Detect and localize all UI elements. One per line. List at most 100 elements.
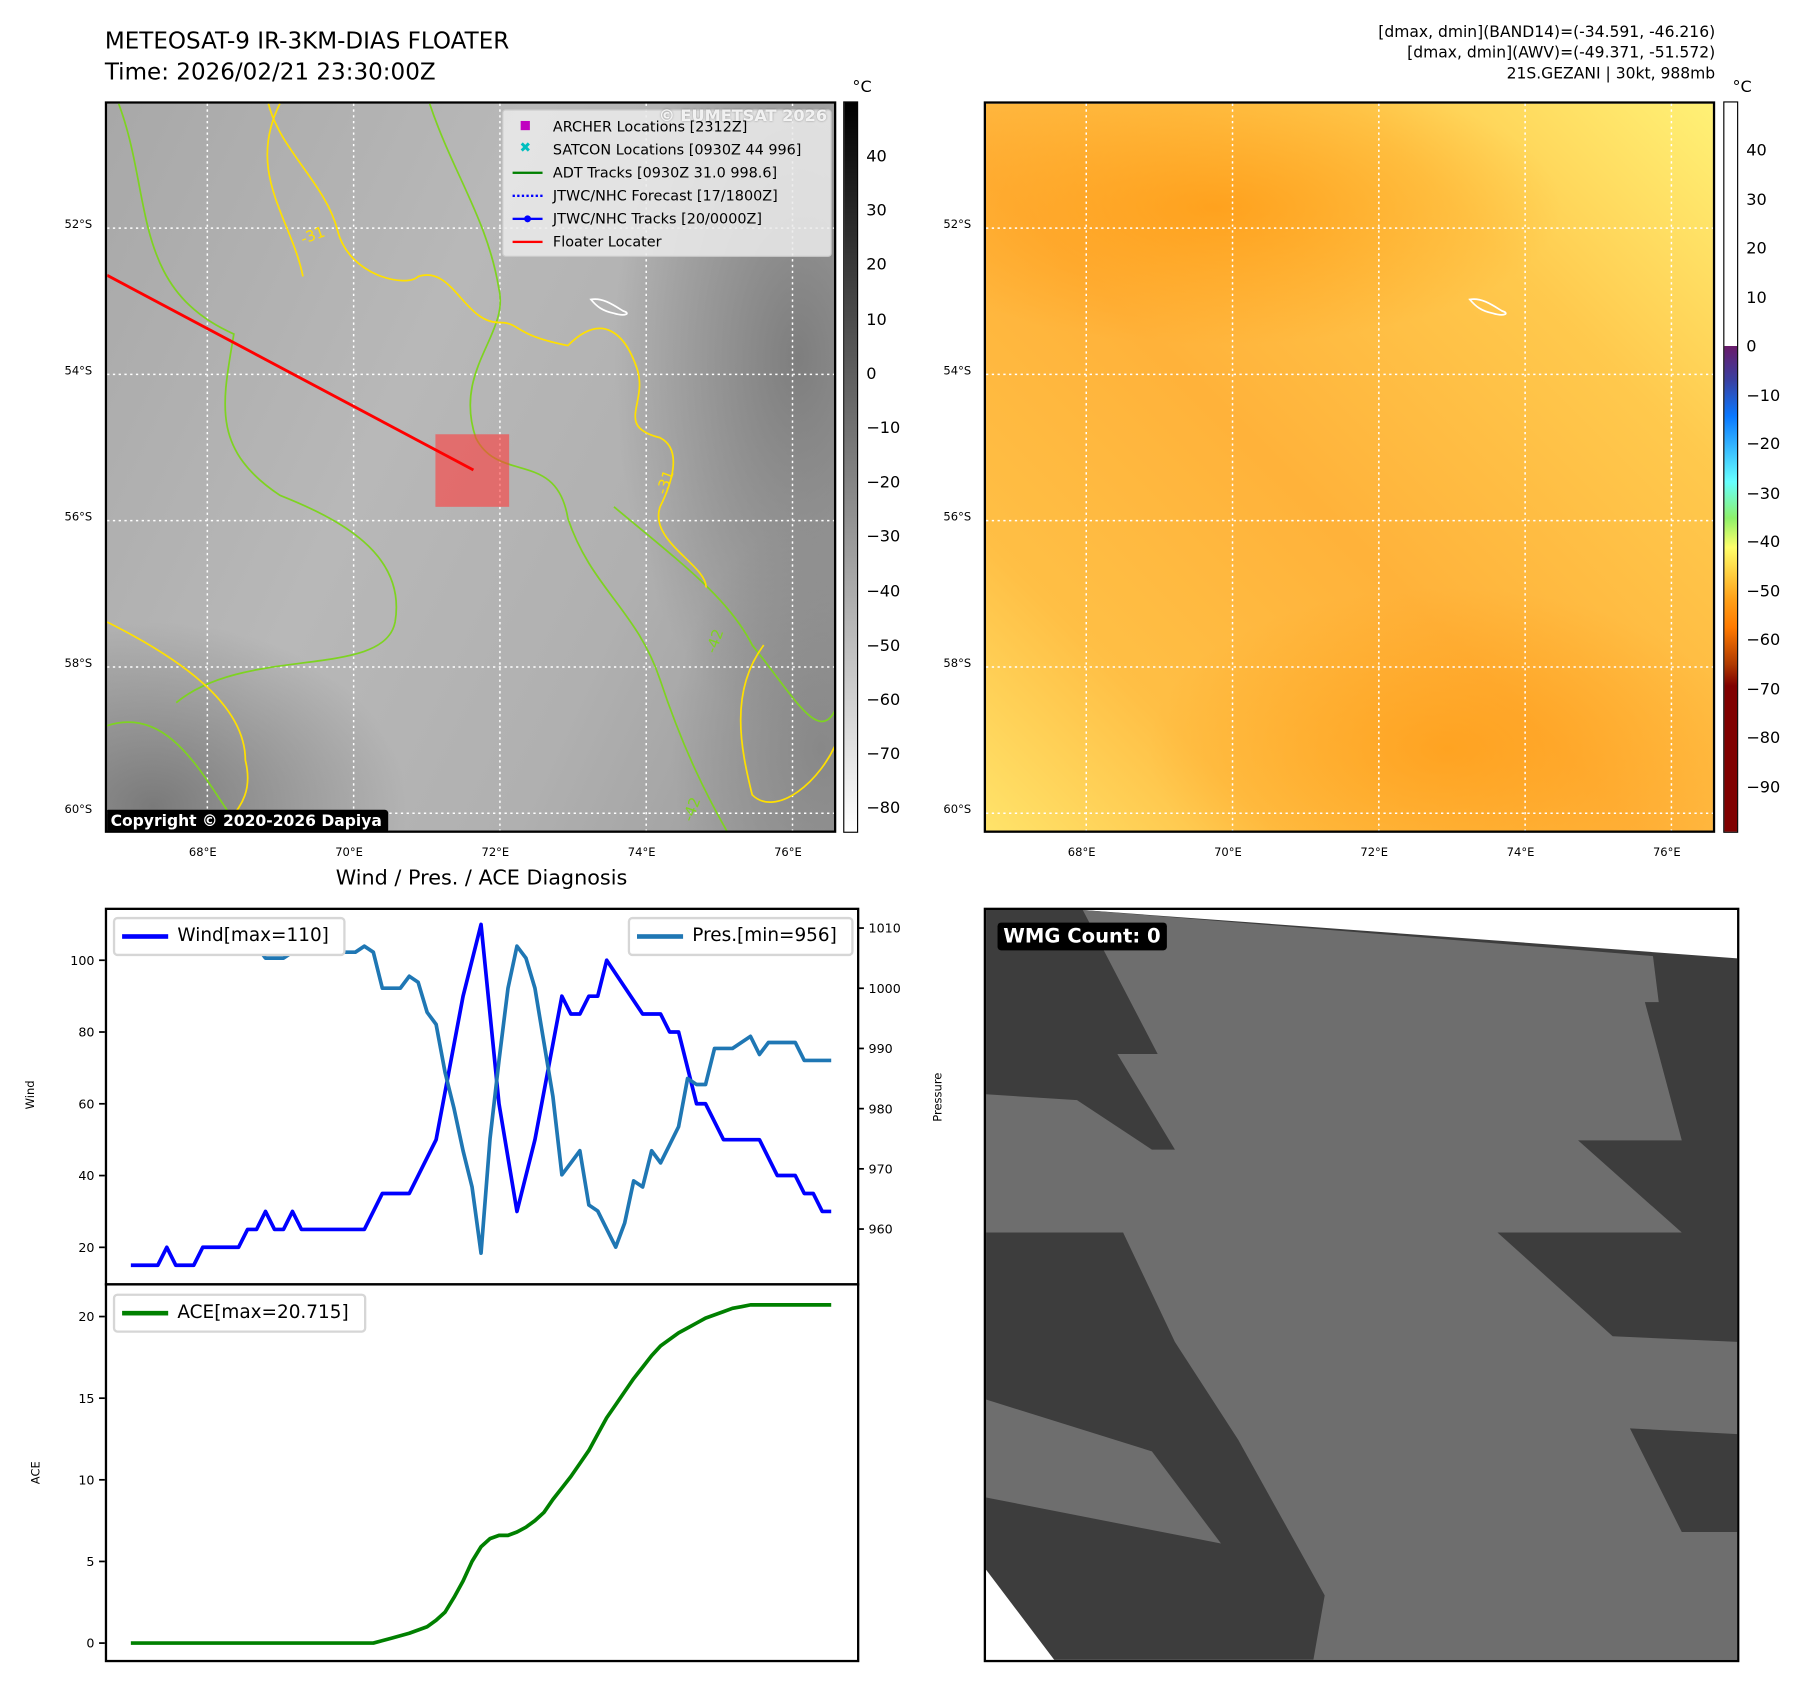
wmg-light-region — [986, 910, 1738, 1660]
y-tick-label: 990 — [869, 1041, 893, 1056]
colorbar-tick-label: −10 — [1746, 386, 1781, 405]
awv-colorbar-unit: °C — [1732, 78, 1752, 97]
stats-text: [dmax, dmin](BAND14)=(-34.591, -46.216) … — [1378, 22, 1715, 84]
colorbar-tick-label: −70 — [866, 745, 901, 764]
lon-tick-label: 74°E — [627, 846, 656, 860]
legend-satcon: ✖ SATCON Locations [0930Z 44 996] — [519, 139, 802, 158]
lon-tick-label: 76°E — [1652, 846, 1681, 860]
wmg-panel — [983, 907, 1740, 1663]
ace-legend-line — [122, 1310, 169, 1316]
colorbar-tick-label: −70 — [1746, 680, 1781, 699]
wind-axis-label: Wind — [24, 1080, 38, 1110]
floater-locater-line — [107, 274, 475, 472]
time-line: Time: 2026/02/21 23:30:00Z — [104, 57, 436, 86]
wind-legend: Wind[max=110] — [112, 916, 346, 957]
contour-green — [107, 103, 834, 831]
y-tick-label: 1010 — [869, 921, 901, 936]
wmg-count-badge: WMG Count: 0 — [997, 922, 1167, 951]
colorbar-tick-label: −30 — [866, 528, 901, 547]
y-tick-label: 20 — [78, 1240, 94, 1255]
y-tick-label: 970 — [869, 1161, 893, 1176]
lon-tick-label: 72°E — [481, 846, 510, 860]
legend-floater: Floater Locater — [503, 230, 830, 253]
lat-tick-label: 54°S — [64, 365, 93, 378]
colorbar-tick-label: 10 — [1746, 288, 1767, 307]
lon-tick-label: 74°E — [1506, 846, 1535, 860]
square-marker-icon — [520, 120, 530, 131]
y-tick-label: 80 — [78, 1025, 94, 1040]
lat-tick-label: 60°S — [943, 804, 972, 817]
colorbar-tick-label: −50 — [866, 636, 901, 656]
y-tick-label: 100 — [70, 953, 94, 968]
lat-tick-label: 56°S — [64, 511, 93, 525]
awv-colorbar — [1723, 101, 1739, 833]
lon-tick-label: 68°E — [188, 846, 217, 860]
y-tick-label: 960 — [869, 1222, 893, 1237]
lat-tick-label: 58°S — [64, 657, 93, 671]
colorbar-tick-label: 40 — [866, 147, 887, 166]
coastline-island — [589, 298, 628, 316]
colorbar-tick-label: −50 — [1746, 582, 1781, 601]
line-marker-icon — [512, 240, 543, 244]
y-tick-label: 10 — [78, 1472, 94, 1487]
lat-tick-label: 54°S — [943, 365, 972, 378]
lat-tick-label: 58°S — [943, 657, 972, 671]
ir-satellite-map: -31 -31 -42 -42 ARCHER Locations [2312Z]… — [104, 101, 837, 833]
lon-tick-label: 72°E — [1360, 846, 1389, 860]
colorbar-tick-label: 20 — [866, 256, 887, 275]
wmg-image — [986, 910, 1738, 1660]
ace-legend: ACE[max=20.715] — [112, 1293, 367, 1333]
y-tick-label: 1000 — [869, 981, 901, 996]
colorbar-tick-label: 0 — [866, 364, 877, 384]
coastline-island — [1468, 298, 1507, 316]
map-legend: ARCHER Locations [2312Z] ✖ SATCON Locatio… — [502, 109, 832, 257]
ir-colorbar-unit: °C — [852, 78, 872, 97]
colorbar-tick-label: 20 — [1746, 239, 1767, 259]
lat-tick-label: 60°S — [64, 804, 93, 817]
pressure-legend: Pres.[min=956] — [627, 916, 854, 957]
title-line: METEOSAT-9 IR-3KM-DIAS FLOATER — [104, 26, 510, 55]
legend-jtwc-forecast: JTWC/NHC Forecast [17/1800Z] — [503, 184, 830, 207]
colorbar-tick-label: 10 — [866, 310, 887, 329]
colorbar-tick-label: −20 — [1746, 435, 1781, 454]
line-marker-icon — [512, 171, 543, 174]
y-tick-label: 40 — [78, 1168, 94, 1183]
colorbar-tick-label: 40 — [1746, 141, 1767, 161]
colorbar-tick-label: −60 — [1746, 631, 1781, 650]
y-tick-label: 980 — [869, 1101, 893, 1116]
legend-archer: ARCHER Locations [2312Z] — [503, 115, 830, 138]
awv-range: [dmax, dmin](AWV)=(-49.371, -51.572) — [1407, 43, 1716, 63]
ace-panel — [104, 1283, 860, 1663]
copyright: Copyright © 2020-2026 Dapiya — [107, 809, 388, 831]
lon-tick-label: 70°E — [335, 846, 363, 860]
figure-title: METEOSAT-9 IR-3KM-DIAS FLOATER Time: 202… — [105, 25, 509, 87]
watermark: © EUMETSAT 2026 — [658, 107, 828, 126]
colorbar-tick-label: −40 — [866, 582, 901, 601]
colorbar-tick-label: −20 — [866, 473, 901, 493]
chart-title: Wind / Pres. / ACE Diagnosis — [335, 866, 628, 891]
lat-tick-label: 56°S — [943, 511, 972, 525]
colorbar-tick-label: 30 — [866, 201, 887, 221]
y-tick-label: 0 — [86, 1636, 94, 1651]
lon-tick-label: 68°E — [1067, 846, 1096, 860]
pressure-legend-line — [637, 934, 684, 939]
gridlines — [986, 103, 1713, 831]
dot-icon — [524, 215, 532, 223]
dotted-line-icon — [512, 194, 543, 197]
colorbar-tick-label: −80 — [866, 799, 901, 819]
y-tick-label: 60 — [78, 1096, 94, 1111]
awv-map — [983, 101, 1716, 833]
wind-series-line — [130, 922, 832, 1268]
y-tick-label: 5 — [86, 1554, 94, 1569]
pressure-axis-label: Pressure — [932, 1072, 946, 1122]
storm-info: 21S.GEZANI | 30kt, 988mb — [1506, 64, 1716, 83]
lon-tick-label: 70°E — [1214, 846, 1242, 860]
lat-tick-label: 52°S — [943, 218, 972, 232]
colorbar-tick-label: −30 — [1746, 484, 1781, 503]
y-tick-label: 20 — [78, 1309, 94, 1324]
y-tick-label: 15 — [78, 1391, 94, 1406]
colorbar-tick-label: −60 — [866, 691, 901, 710]
colorbar-tick-label: −40 — [1746, 533, 1781, 552]
colorbar-tick-label: 0 — [1746, 337, 1757, 356]
